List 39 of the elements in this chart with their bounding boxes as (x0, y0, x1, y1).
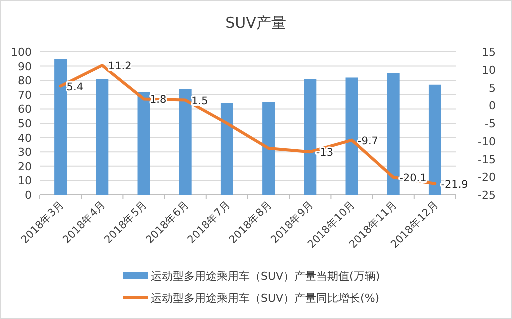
y2-tick-label: 5 (489, 82, 496, 95)
y2-tick-label: 10 (482, 64, 496, 77)
y-tick-label: 20 (18, 160, 32, 174)
y-tick-label: 70 (18, 88, 32, 102)
bar (428, 84, 442, 195)
y2-tick-label: -25 (478, 189, 496, 202)
legend-label: 运动型多用途乘用车（SUV）产量当期值(万辆) (151, 270, 380, 283)
y2-tick-label: -10 (478, 135, 496, 148)
bar (179, 89, 192, 195)
data-label: -13 (316, 147, 334, 160)
data-label: -9.7 (358, 135, 378, 148)
y-tick-label: 0 (25, 189, 32, 202)
y-tick-label: 30 (18, 146, 32, 160)
bar (387, 73, 400, 195)
y2-tick-label: 0 (489, 100, 496, 113)
bar (304, 79, 317, 195)
y2-tick-label: -20 (478, 171, 496, 184)
y-tick-label: 90 (18, 60, 32, 74)
legend-label: 运动型多用途乘用车（SUV）产量同比增长(%) (151, 292, 380, 305)
y2-tick-label: -15 (478, 153, 496, 166)
bar (96, 79, 109, 195)
data-label: 1.5 (192, 95, 208, 108)
y-tick-label: 50 (18, 118, 32, 130)
y-tick-label: 10 (18, 174, 32, 188)
bar (220, 103, 234, 195)
bar (262, 102, 276, 195)
chart-title: SUV产量 (226, 14, 286, 32)
data-label: 5.4 (66, 81, 84, 94)
bar (346, 78, 358, 195)
bar (138, 92, 150, 195)
y-tick-label: 60 (18, 103, 32, 116)
y-tick-label: 80 (18, 74, 32, 88)
bar (54, 59, 68, 195)
y2-tick-label: -5 (485, 118, 496, 130)
data-label: 11.2 (108, 60, 132, 73)
y2-tick-label: 15 (482, 46, 496, 59)
y-tick-label: 100 (11, 46, 32, 59)
data-label: -21.9 (441, 178, 468, 191)
y-tick-label: 40 (18, 132, 32, 145)
